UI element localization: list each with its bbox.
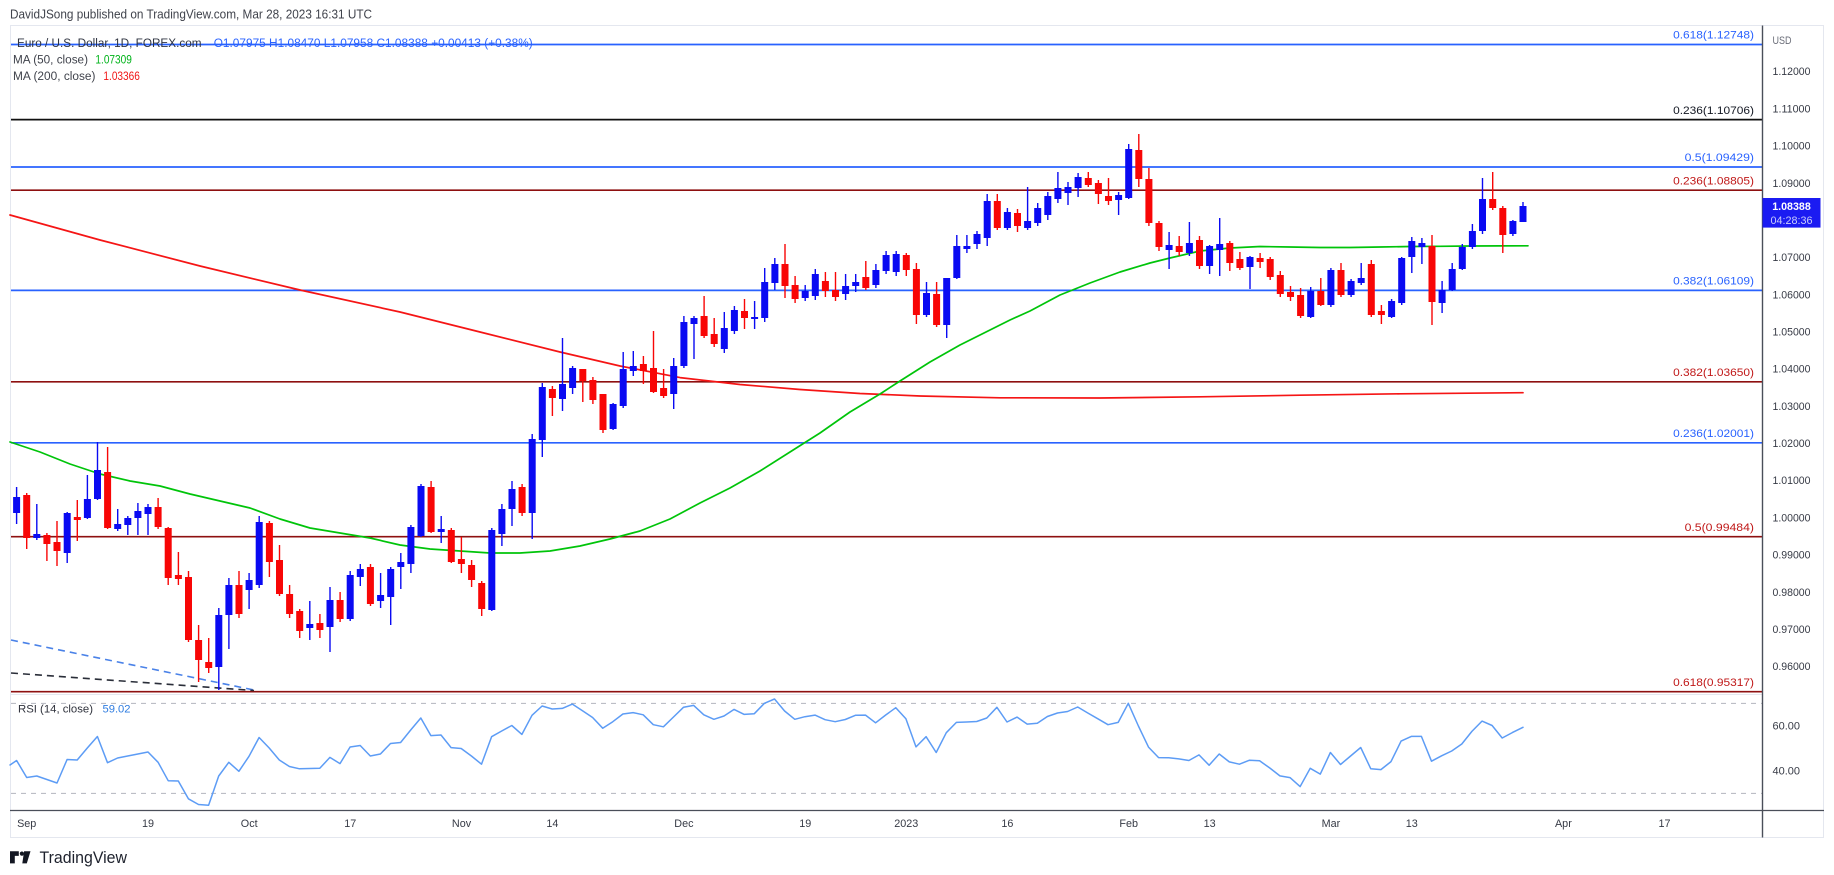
svg-text:TradingView: TradingView [40, 848, 128, 867]
svg-text:0.236(1.02001): 0.236(1.02001) [1673, 428, 1754, 440]
svg-text:USD: USD [1773, 35, 1792, 47]
svg-text:1.01000: 1.01000 [1773, 475, 1811, 487]
svg-text:Mar: Mar [1322, 818, 1341, 830]
svg-text:0.97000: 0.97000 [1773, 624, 1811, 636]
svg-text:1.05000: 1.05000 [1773, 327, 1811, 339]
svg-text:Euro / U.S. Dollar, 1D, FOREX.: Euro / U.S. Dollar, 1D, FOREX.com [17, 36, 202, 50]
svg-text:0.236(1.08805): 0.236(1.08805) [1673, 175, 1754, 187]
svg-text:19: 19 [142, 818, 154, 830]
svg-text:0.382(1.06109): 0.382(1.06109) [1673, 276, 1754, 288]
svg-text:0.618(0.95317): 0.618(0.95317) [1673, 677, 1754, 689]
svg-text:1.03366: 1.03366 [103, 69, 140, 83]
svg-text:1.12000: 1.12000 [1773, 66, 1811, 78]
svg-text:17: 17 [344, 818, 356, 830]
svg-text:Oct: Oct [241, 818, 258, 830]
svg-text:0.5(0.99484): 0.5(0.99484) [1685, 522, 1754, 534]
svg-text:19: 19 [799, 818, 811, 830]
svg-text:1.00000: 1.00000 [1773, 512, 1811, 524]
svg-text:0.99000: 0.99000 [1773, 550, 1811, 562]
svg-text:40.00: 40.00 [1773, 766, 1801, 778]
svg-text:0.96000: 0.96000 [1773, 661, 1811, 673]
svg-text:0.618(1.12748): 0.618(1.12748) [1673, 30, 1754, 42]
svg-text:59.02: 59.02 [103, 704, 131, 716]
svg-text:1.09000: 1.09000 [1773, 178, 1811, 190]
svg-text:1.07000: 1.07000 [1773, 252, 1811, 264]
svg-text:Nov: Nov [452, 818, 472, 830]
svg-text:16: 16 [1001, 818, 1013, 830]
svg-text:13: 13 [1204, 818, 1216, 830]
svg-text:Apr: Apr [1555, 818, 1572, 830]
svg-text:0.236(1.10706): 0.236(1.10706) [1673, 105, 1754, 117]
svg-text:1.11000: 1.11000 [1773, 103, 1811, 115]
svg-text:Feb: Feb [1119, 818, 1138, 830]
svg-text:1.08388: 1.08388 [1772, 201, 1811, 213]
svg-text:2023: 2023 [894, 818, 918, 830]
svg-text:0.5(1.09429): 0.5(1.09429) [1685, 152, 1754, 164]
svg-text:60.00: 60.00 [1773, 721, 1801, 733]
svg-text:RSI (14, close): RSI (14, close) [18, 704, 93, 716]
svg-text:14: 14 [546, 818, 558, 830]
svg-text:17: 17 [1658, 818, 1670, 830]
svg-text:DavidJSong published on Tradin: DavidJSong published on TradingView.com,… [10, 7, 372, 22]
svg-text:Dec: Dec [674, 818, 694, 830]
svg-text:MA (50, close): MA (50, close) [13, 53, 88, 67]
svg-text:0.98000: 0.98000 [1773, 587, 1811, 599]
svg-text:13: 13 [1406, 818, 1418, 830]
svg-text:1.06000: 1.06000 [1773, 289, 1811, 301]
svg-text:MA (200, close): MA (200, close) [13, 69, 96, 83]
svg-text:Sep: Sep [17, 818, 36, 830]
svg-text:1.04000: 1.04000 [1773, 364, 1811, 376]
svg-text:O1.07975 H1.08470 L1.07958: O1.07975 H1.08470 L1.07958 C1.08388 +0.0… [214, 36, 533, 50]
svg-text:1.03000: 1.03000 [1773, 401, 1811, 413]
svg-text:1.07309: 1.07309 [95, 53, 132, 67]
svg-text:0.382(1.03650): 0.382(1.03650) [1673, 367, 1754, 379]
svg-text:1.02000: 1.02000 [1773, 438, 1811, 450]
svg-text:1.10000: 1.10000 [1773, 141, 1811, 153]
svg-text:04:28:36: 04:28:36 [1771, 215, 1813, 227]
